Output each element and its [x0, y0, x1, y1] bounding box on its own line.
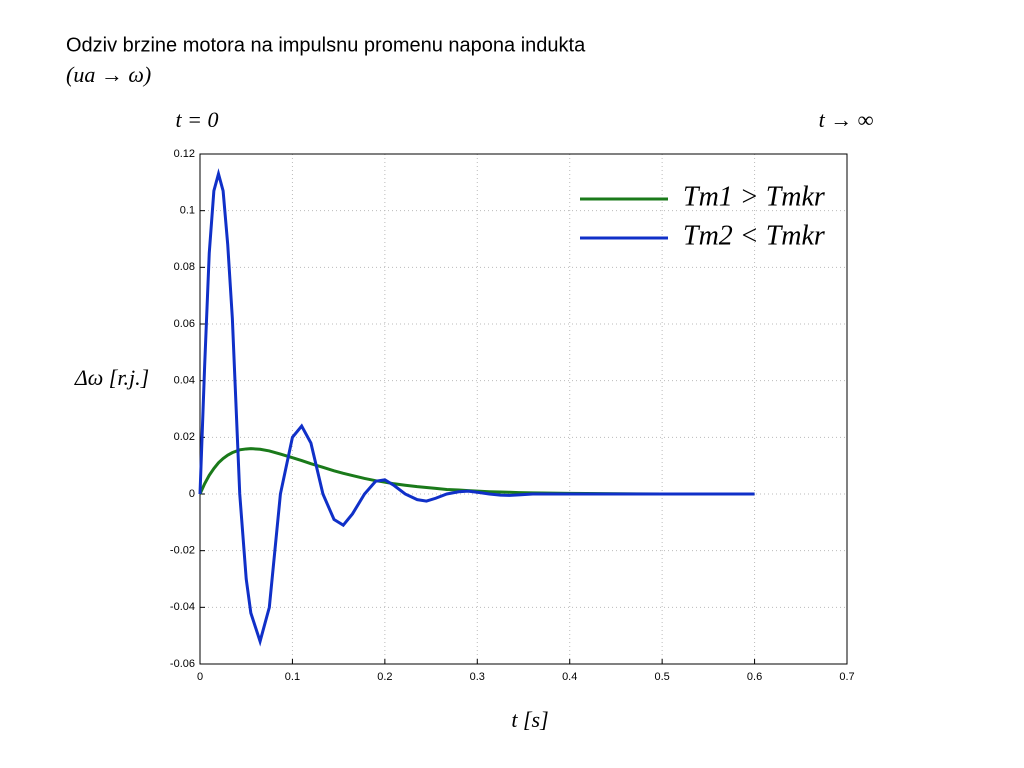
- x-tick-label: 0.6: [747, 671, 762, 683]
- x-axis-label: t [s]: [511, 707, 548, 732]
- plot-frame: [199, 153, 848, 665]
- x-tick-label: 0: [197, 671, 203, 683]
- y-tick-label: -0.02: [170, 545, 195, 557]
- subtitle: (ua → ω): [66, 62, 151, 87]
- x-tick-label: 0.7: [839, 671, 854, 683]
- y-tick-label: -0.04: [170, 601, 195, 613]
- x-tick-label: 0.3: [470, 671, 485, 683]
- series-line: [198, 447, 755, 496]
- x-tick-label: 0.5: [654, 671, 669, 683]
- y-tick-label: 0.12: [174, 148, 195, 160]
- title: Odziv brzine motora na impulsnu promenu …: [66, 34, 586, 56]
- annotation: t → ∞: [819, 107, 874, 132]
- y-tick-label: -0.06: [170, 658, 195, 670]
- x-tick-label: 0.1: [285, 671, 300, 683]
- y-tick-label: 0.06: [174, 318, 195, 330]
- y-tick-label: 0.08: [174, 261, 195, 273]
- series-line: [198, 168, 755, 647]
- x-tick-label: 0.4: [562, 671, 577, 683]
- plot-area: [200, 154, 847, 664]
- y-axis-label: Δω [r.j.]: [74, 365, 149, 390]
- y-tick-label: 0.1: [180, 205, 195, 217]
- legend-label: Tm2 < Tmkr: [683, 220, 825, 251]
- y-tick-label: 0: [189, 488, 195, 500]
- y-tick-label: 0.04: [174, 375, 195, 387]
- x-tick-label: 0.2: [377, 671, 392, 683]
- y-tick-label: 0.02: [174, 431, 195, 443]
- annotation: t = 0: [176, 107, 219, 132]
- legend-label: Tm1 > Tmkr: [683, 181, 825, 212]
